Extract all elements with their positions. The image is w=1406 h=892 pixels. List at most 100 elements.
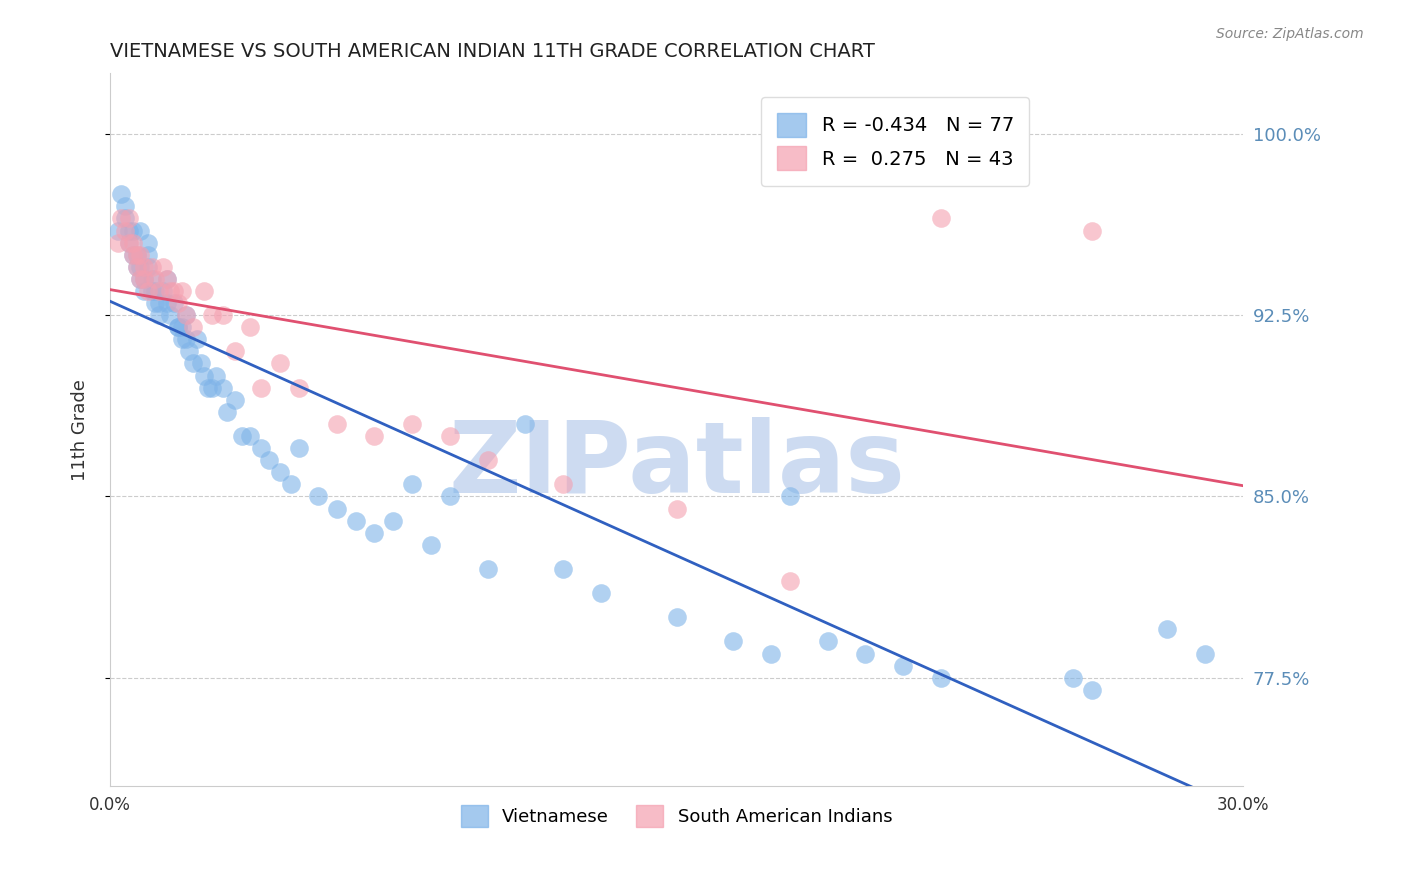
Point <box>170 320 193 334</box>
Point <box>779 574 801 588</box>
Point <box>224 392 246 407</box>
Point <box>156 272 179 286</box>
Point <box>401 417 423 431</box>
Point <box>257 453 280 467</box>
Point <box>212 381 235 395</box>
Point <box>156 296 179 310</box>
Point <box>439 429 461 443</box>
Point <box>174 308 197 322</box>
Point <box>148 284 170 298</box>
Point <box>145 272 167 286</box>
Point <box>118 235 141 250</box>
Point <box>204 368 226 383</box>
Point <box>288 441 311 455</box>
Point <box>136 248 159 262</box>
Point <box>125 248 148 262</box>
Point <box>121 248 143 262</box>
Point <box>141 272 163 286</box>
Point <box>107 223 129 237</box>
Text: ZIPatlas: ZIPatlas <box>449 417 905 514</box>
Point <box>193 284 215 298</box>
Point <box>212 308 235 322</box>
Point <box>159 284 181 298</box>
Point <box>121 223 143 237</box>
Point <box>125 260 148 274</box>
Point <box>118 235 141 250</box>
Point <box>201 381 224 395</box>
Point <box>401 477 423 491</box>
Point <box>201 308 224 322</box>
Point <box>477 562 499 576</box>
Point <box>1081 223 1104 237</box>
Point <box>170 332 193 346</box>
Point <box>250 381 273 395</box>
Point <box>665 610 688 624</box>
Point <box>224 344 246 359</box>
Point <box>439 490 461 504</box>
Point <box>363 525 385 540</box>
Point <box>515 417 537 431</box>
Point <box>1156 623 1178 637</box>
Point <box>174 332 197 346</box>
Point <box>181 320 204 334</box>
Point <box>779 490 801 504</box>
Point <box>125 260 148 274</box>
Point <box>553 562 575 576</box>
Point <box>163 296 186 310</box>
Point <box>344 514 367 528</box>
Y-axis label: 11th Grade: 11th Grade <box>72 379 89 481</box>
Point <box>145 284 167 298</box>
Point <box>1081 682 1104 697</box>
Point <box>156 272 179 286</box>
Point <box>132 272 155 286</box>
Point <box>148 308 170 322</box>
Point <box>145 296 167 310</box>
Point <box>129 223 152 237</box>
Point <box>170 284 193 298</box>
Point <box>325 501 347 516</box>
Text: Source: ZipAtlas.com: Source: ZipAtlas.com <box>1216 27 1364 41</box>
Legend: Vietnamese, South American Indians: Vietnamese, South American Indians <box>454 798 900 835</box>
Point <box>363 429 385 443</box>
Point <box>136 284 159 298</box>
Point <box>1062 671 1084 685</box>
Point <box>269 356 291 370</box>
Point <box>174 308 197 322</box>
Point <box>132 260 155 274</box>
Point <box>163 284 186 298</box>
Point <box>193 368 215 383</box>
Point <box>817 634 839 648</box>
Point <box>891 658 914 673</box>
Point <box>853 647 876 661</box>
Point <box>307 490 329 504</box>
Point <box>129 260 152 274</box>
Point <box>114 211 136 226</box>
Point <box>420 538 443 552</box>
Point <box>152 284 174 298</box>
Point <box>141 284 163 298</box>
Point <box>118 223 141 237</box>
Point <box>136 260 159 274</box>
Point <box>179 344 201 359</box>
Point <box>148 296 170 310</box>
Point <box>132 284 155 298</box>
Point <box>759 647 782 661</box>
Point <box>929 211 952 226</box>
Point <box>553 477 575 491</box>
Point <box>231 429 253 443</box>
Point <box>118 211 141 226</box>
Point <box>1194 647 1216 661</box>
Point <box>159 308 181 322</box>
Point <box>141 260 163 274</box>
Point <box>121 248 143 262</box>
Point <box>250 441 273 455</box>
Point <box>136 235 159 250</box>
Point <box>110 211 132 226</box>
Point <box>125 248 148 262</box>
Point <box>181 356 204 370</box>
Text: VIETNAMESE VS SOUTH AMERICAN INDIAN 11TH GRADE CORRELATION CHART: VIETNAMESE VS SOUTH AMERICAN INDIAN 11TH… <box>110 42 875 61</box>
Point <box>167 320 190 334</box>
Point <box>721 634 744 648</box>
Point <box>197 381 219 395</box>
Point <box>129 272 152 286</box>
